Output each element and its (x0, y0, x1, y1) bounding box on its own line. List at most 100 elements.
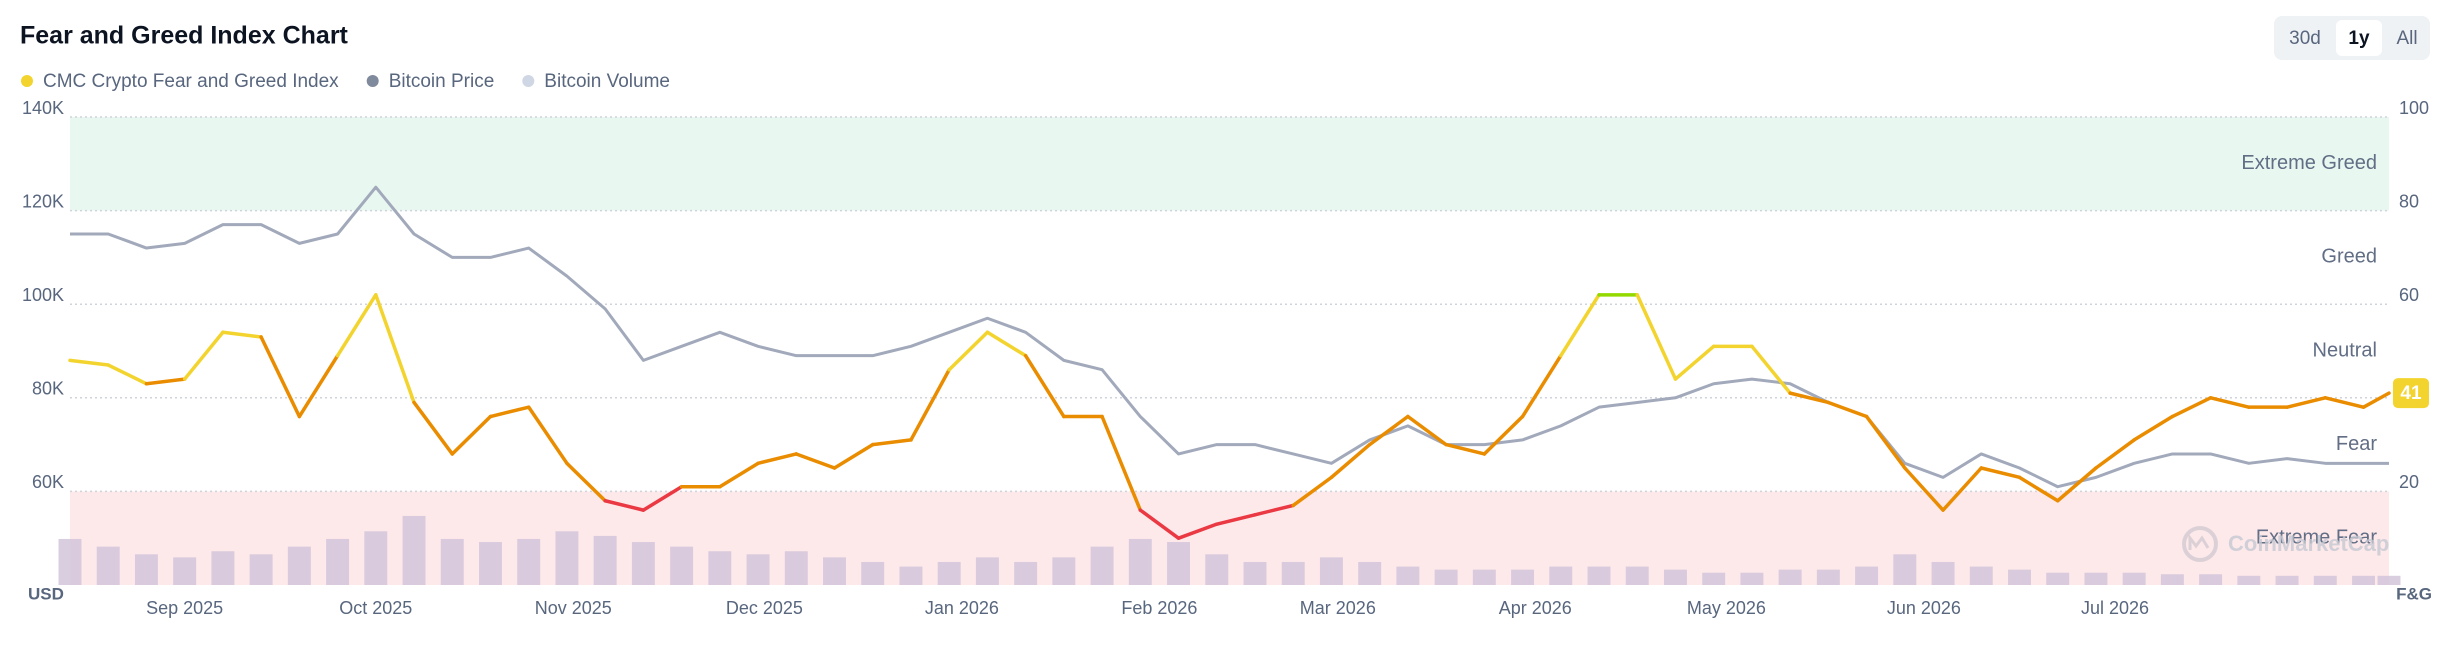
volume-bar (2313, 575, 2337, 585)
volume-bar (2160, 574, 2184, 585)
volume-bar (1931, 561, 1955, 585)
fear-greed-line (2094, 438, 2136, 470)
range-button[interactable]: 30d (2289, 28, 2321, 49)
fear-greed-line (488, 405, 531, 419)
range-button[interactable]: All (2396, 28, 2417, 49)
volume-bar (861, 561, 885, 585)
volume-bar (58, 538, 82, 585)
fear-greed-line (412, 400, 455, 456)
volume-bar (364, 531, 388, 585)
volume-bar (1625, 566, 1649, 585)
volume-bar (1167, 542, 1191, 585)
fear-greed-line (1826, 400, 1869, 419)
volume-bar (746, 554, 770, 585)
fear-greed-line (909, 367, 951, 442)
fear-greed-line (374, 293, 416, 405)
range-button-selected[interactable] (2336, 20, 2382, 56)
volume-bar (287, 546, 311, 585)
volume-bar (1205, 554, 1229, 585)
current-value-badge (2393, 378, 2429, 409)
range-button[interactable]: 1y (2348, 28, 2370, 49)
fear-greed-line (2323, 396, 2366, 409)
y-tick-label: 100K (22, 285, 64, 305)
range-buttons: 30d 1y All (2289, 20, 2418, 56)
fear-greed-line (985, 330, 1028, 358)
fear-greed-line (832, 442, 875, 470)
volume-bar (134, 554, 158, 585)
volume-bar (173, 557, 197, 585)
volume-bar (1281, 561, 1305, 585)
fear-greed-line (68, 358, 110, 367)
fear-greed-line (1253, 503, 1295, 517)
zone-label: Greed (2321, 246, 2377, 268)
y2-tick-label: 60 (2399, 285, 2419, 305)
x-tick-label: May 2026 (1687, 598, 1766, 618)
volume-bar (2046, 572, 2070, 585)
volume-bar (2237, 575, 2261, 585)
volume-bar (440, 538, 464, 585)
fear-greed-line (526, 405, 569, 466)
fear-greed-line (1750, 344, 1792, 395)
volume-bar (96, 546, 120, 585)
fear-greed-line (297, 353, 340, 419)
legend-dot (522, 75, 535, 87)
volume-bar (326, 538, 350, 585)
fear-greed-line (2170, 396, 2213, 419)
volume-bar (1396, 566, 1420, 585)
volume-bar (2352, 575, 2375, 585)
price-line (70, 185, 2389, 489)
fear-greed-line (2361, 391, 2391, 409)
volume-bar (2377, 575, 2401, 585)
volume-bar (1855, 566, 1879, 585)
volume-bar (1893, 554, 1917, 585)
fear-greed-line (221, 330, 263, 339)
fear-greed-line (870, 438, 913, 447)
x-tick-label: Apr 2026 (1499, 598, 1572, 618)
fear-greed-line (2208, 396, 2251, 409)
fear-greed-line (1367, 414, 1410, 447)
volume-bar (1778, 569, 1802, 585)
zone-label: Fear (2336, 433, 2377, 455)
fear-greed-line (1023, 353, 1066, 419)
zone-label: Neutral (2313, 339, 2377, 361)
volume-bar (249, 554, 273, 585)
chart-title: Fear and Greed Index Chart (20, 22, 349, 50)
volume-bar (555, 531, 579, 585)
y-tick-label: 120K (22, 191, 64, 211)
fear-greed-line (603, 499, 646, 512)
y2-tick-label: 80 (2399, 191, 2419, 211)
fear-greed-line (335, 293, 378, 358)
x-tick-label: Oct 2025 (339, 598, 412, 618)
fear-greed-line (1444, 442, 1487, 456)
fear-greed-line (1482, 414, 1525, 456)
legend-label: CMC Crypto Fear and Greed Index (43, 71, 339, 92)
legend-dot (21, 75, 33, 87)
fear-greed-line (1215, 513, 1257, 526)
volume-bar (1587, 566, 1611, 585)
x-tick-label: Feb 2026 (1121, 598, 1197, 618)
y2-tick-label: 100 (2399, 98, 2429, 118)
x-tick-label: Nov 2025 (535, 598, 612, 618)
fear-greed-line (1903, 466, 1945, 512)
zone-label: Extreme Fear (2256, 526, 2377, 548)
fear-greed-line (641, 484, 684, 512)
volume-bar (479, 542, 502, 585)
fear-greed-line (1673, 344, 1716, 381)
fear-greed-line (1176, 522, 1219, 540)
x-tick-label: Sep 2025 (146, 598, 223, 618)
y-axis-label: USD (28, 584, 64, 603)
volume-bar (1090, 546, 1114, 585)
fear-greed-line (1100, 414, 1143, 512)
volume-bar (1816, 569, 1840, 585)
y-tick-label: 60K (32, 472, 64, 492)
zone-label: Extreme Greed (2241, 152, 2377, 174)
fear-greed-line (144, 377, 187, 386)
volume-bar (670, 546, 694, 585)
y2-tick-label: 20 (2399, 472, 2419, 492)
volume-bar (402, 515, 426, 585)
current-value-label: 41 (2400, 383, 2422, 404)
plot-area: 2040608010060K80K100K120K140KExtreme Gre… (22, 98, 2429, 618)
fear-greed-line (259, 335, 302, 419)
y-tick-label: 80K (32, 379, 64, 399)
